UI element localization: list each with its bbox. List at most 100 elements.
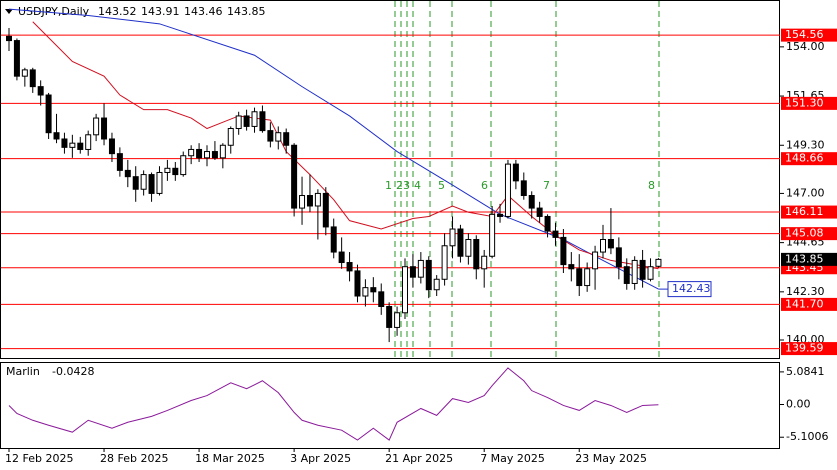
- candle-body: [37, 86, 44, 96]
- candle-body: [259, 111, 266, 132]
- indicator-line: [8, 8, 659, 290]
- event-label: 6: [481, 179, 488, 192]
- candle-body: [132, 176, 139, 190]
- candle-body: [576, 268, 583, 287]
- candle-body: [497, 213, 504, 217]
- candle-body: [172, 167, 179, 176]
- candle-body: [108, 138, 115, 155]
- candle-body: [425, 259, 432, 291]
- high-value: 143.91: [141, 5, 180, 18]
- candle-body: [299, 195, 306, 209]
- candle-body: [6, 35, 12, 42]
- candle-body: [211, 151, 218, 159]
- candle-body: [457, 228, 464, 257]
- candle-body: [267, 130, 274, 142]
- x-tick-label: 3 Apr 2025: [290, 452, 351, 465]
- candle-body: [69, 142, 76, 148]
- candle-body: [140, 174, 147, 190]
- candle-body: [180, 155, 187, 176]
- candle-body: [156, 171, 163, 194]
- event-label: 1: [385, 179, 392, 192]
- candle-body: [386, 305, 393, 328]
- osc-tick-label: 0.00: [786, 398, 811, 411]
- candle-body: [53, 132, 60, 140]
- level-label-box: [781, 205, 837, 219]
- oscillator-value: -0.0428: [52, 365, 94, 378]
- oscillator-name: Marlin: [6, 365, 40, 378]
- candle-body: [568, 264, 575, 270]
- y-tick-label: 147.00: [786, 186, 825, 199]
- level-label-box: [781, 152, 837, 166]
- candle-body: [607, 238, 614, 249]
- candle-body: [45, 94, 52, 134]
- candle-body: [552, 230, 559, 238]
- candle-body: [600, 238, 606, 253]
- candle-body: [481, 255, 488, 270]
- x-tick-label: 21 Apr 2025: [385, 452, 453, 465]
- level-label: 145.08: [785, 227, 824, 240]
- level-label: 151.30: [785, 96, 824, 109]
- candle-body: [219, 144, 226, 159]
- candle-body: [116, 153, 123, 171]
- oscillator-pane: [0, 362, 780, 449]
- level-label-box: [781, 342, 837, 356]
- candle-body: [283, 132, 290, 146]
- open-value: 143.52: [98, 5, 137, 18]
- price-label-box: [781, 252, 837, 266]
- level-label: 139.59: [785, 342, 824, 355]
- candle-body: [512, 163, 519, 182]
- y-tick-label: 154.00: [786, 40, 825, 53]
- candle-body: [124, 169, 131, 178]
- close-value: 143.85: [227, 5, 266, 18]
- candle-body: [378, 291, 385, 307]
- y-tick-label: 149.30: [786, 138, 825, 151]
- candle-body: [560, 236, 567, 266]
- candle-body: [639, 259, 646, 280]
- candle-body: [473, 238, 480, 270]
- candle-body: [235, 115, 242, 130]
- level-label: 146.11: [785, 205, 824, 218]
- candle-body: [204, 151, 210, 159]
- candle-body: [314, 192, 321, 207]
- level-label: 154.56: [785, 28, 824, 41]
- candle-body: [544, 215, 551, 232]
- header-icon: [5, 9, 13, 14]
- level-label-box: [781, 227, 837, 241]
- candle-body: [227, 128, 234, 146]
- level-label-box: [781, 28, 837, 42]
- event-label: 2: [396, 179, 403, 192]
- event-label: 4: [414, 179, 421, 192]
- candle-body: [77, 142, 84, 150]
- candle-body: [61, 138, 68, 148]
- candle-body: [528, 195, 535, 209]
- osc-tick-label: 5.0841: [786, 365, 825, 378]
- level-label: 141.70: [785, 297, 824, 310]
- candle-body: [362, 287, 369, 297]
- candle-body: [29, 69, 36, 88]
- candle-body: [21, 69, 28, 77]
- x-tick-label: 7 May 2025: [480, 452, 545, 465]
- oscillator-line: [8, 367, 659, 441]
- price-label: 143.85: [785, 252, 824, 265]
- candle-body: [402, 266, 408, 314]
- candle-body: [101, 117, 108, 140]
- candle-body: [346, 262, 353, 272]
- event-label: 5: [438, 179, 445, 192]
- candle-body: [330, 226, 337, 253]
- candle-body: [592, 251, 599, 270]
- candle-body: [655, 258, 662, 267]
- candle-body: [520, 180, 527, 197]
- candle-body: [433, 278, 440, 291]
- candle-body: [370, 287, 377, 293]
- level-label-box: [781, 96, 837, 110]
- candle-body: [417, 259, 424, 278]
- candle-body: [164, 167, 171, 173]
- candle-body: [449, 228, 456, 247]
- event-label: 8: [648, 179, 655, 192]
- candle-body: [148, 174, 155, 194]
- candle-body: [615, 247, 622, 268]
- candle-body: [196, 148, 203, 159]
- x-tick-label: 23 May 2025: [575, 452, 647, 465]
- candle-body: [338, 251, 345, 264]
